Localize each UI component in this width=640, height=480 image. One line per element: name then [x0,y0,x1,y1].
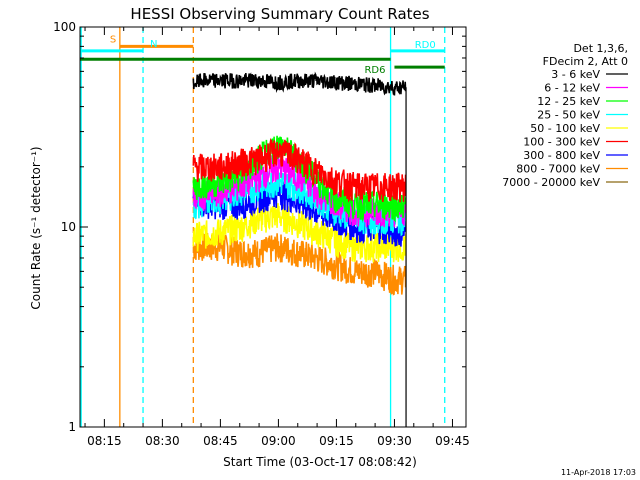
x-tick-label: 09:15 [319,434,354,448]
y-axis-label: Count Rate (s⁻¹ detector⁻¹) [29,146,43,309]
x-tick-label: 09:30 [377,434,412,448]
series-line [192,203,407,263]
legend-label: 800 - 7000 keV [516,163,600,176]
legend-label: 100 - 300 keV [523,136,600,149]
series-line [192,233,407,296]
x-tick-label: 09:45 [435,434,470,448]
plot-lines [80,27,446,427]
flag-layer: S N RD0 RD6 [80,34,445,76]
flag-label: S [110,34,116,45]
x-tick-label: 08:30 [145,434,180,448]
legend-header-line-1: Det 1,3,6, [573,42,628,55]
x-tick-label: 08:45 [203,434,238,448]
flag-label: RD6 [364,65,385,76]
legend-label: 7000 - 20000 keV [502,176,600,189]
y-tick-label: 10 [61,220,76,234]
legend-label: 3 - 6 keV [551,68,600,81]
legend-label: 12 - 25 keV [537,95,600,108]
legend-header-line-2: FDecim 2, Att 0 [543,55,628,68]
legend-label: 50 - 100 keV [530,122,600,135]
legend-label: 25 - 50 keV [537,109,600,122]
y-tick-label: 100 [53,20,76,34]
x-axis-label: Start Time (03-Oct-17 08:08:42) [223,455,417,469]
legend-label: 300 - 800 keV [523,149,600,162]
series-line [192,137,407,203]
flag-label: RD0 [415,40,436,51]
y-tick-label: 1 [68,420,76,434]
chart-title: HESSI Observing Summary Count Rates [130,5,429,23]
x-tick-label: 08:15 [87,434,122,448]
flag-label: N [150,39,157,50]
legend-label: 6 - 12 keV [544,82,600,95]
series-line [192,71,407,96]
axis-ticks: 08:15 08:30 08:45 09:00 09:15 09:30 09:45 1 10 10… [53,20,470,448]
generation-timestamp: 11-Apr-2018 17:03 [561,468,636,477]
x-tick-label: 09:00 [261,434,296,448]
series-layer [192,71,407,427]
series-line [192,168,407,237]
